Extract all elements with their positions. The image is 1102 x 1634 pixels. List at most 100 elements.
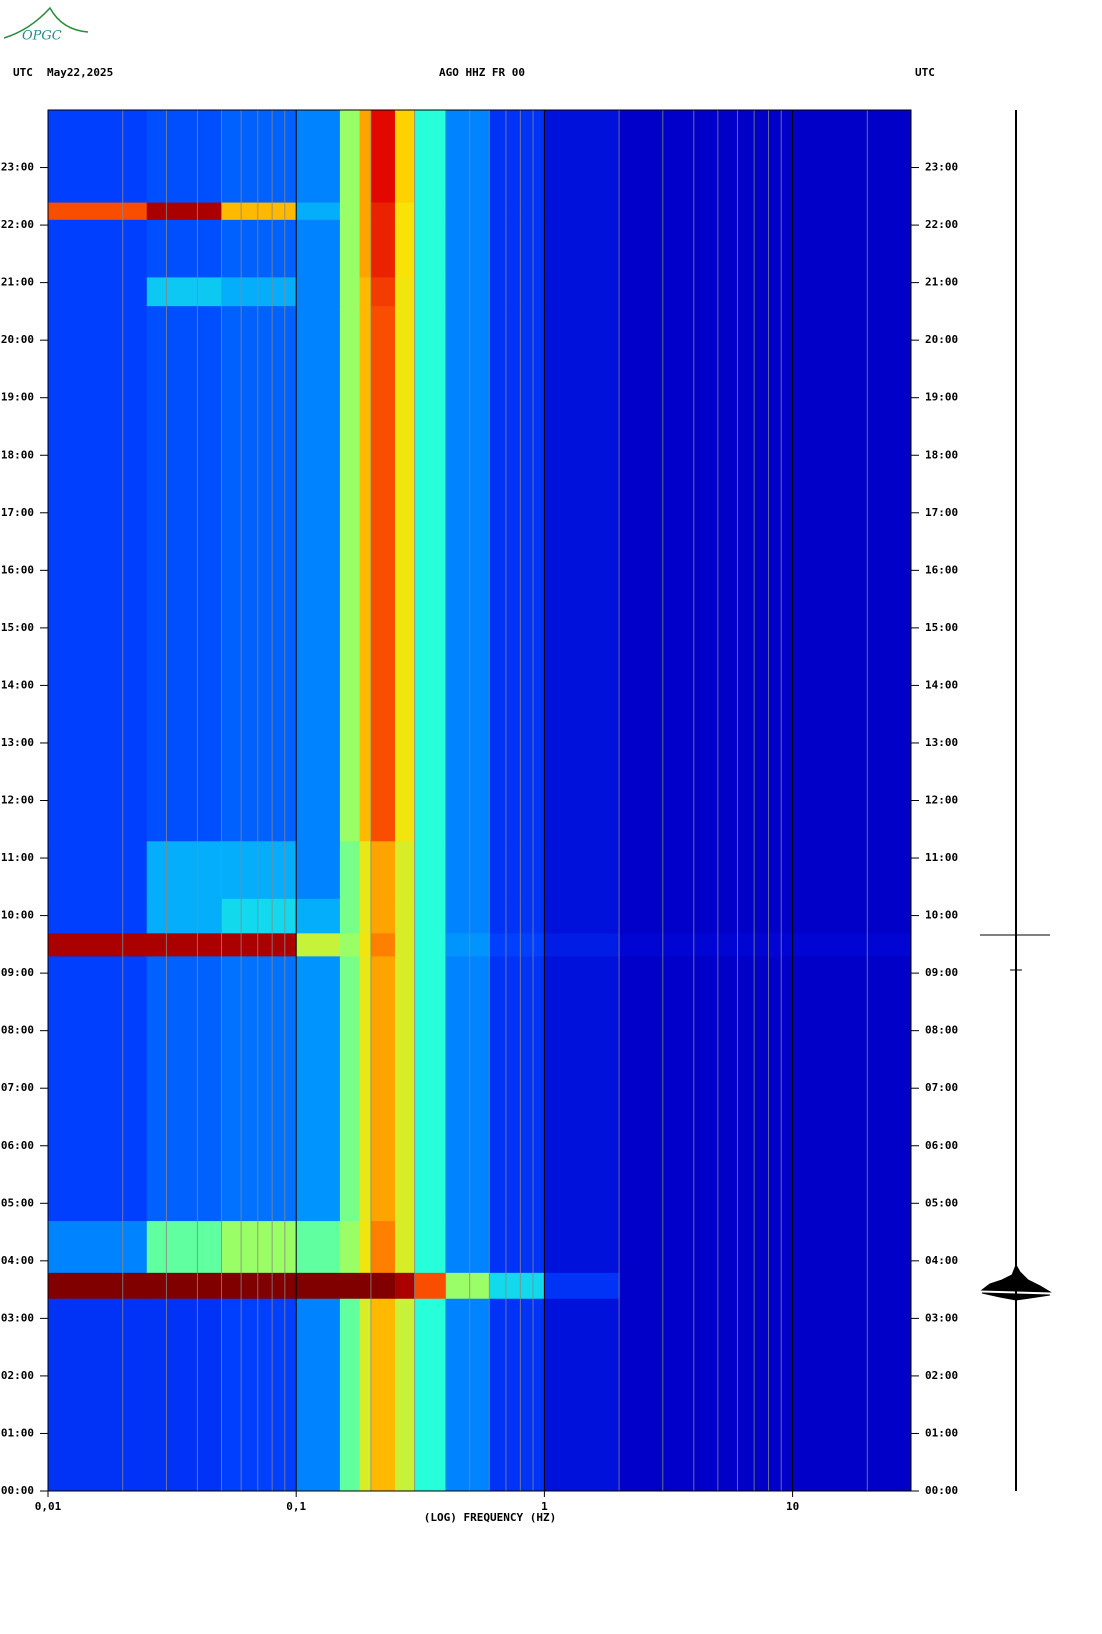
y2-tick-label: 14:00 [925, 678, 958, 691]
cell [445, 276, 490, 307]
y-tick-label: 22:00 [1, 218, 34, 231]
cell [48, 202, 148, 220]
cell [544, 932, 620, 957]
chart-title: AGO HHZ FR 00 [439, 66, 525, 79]
cell [339, 305, 361, 842]
cell [296, 955, 341, 1222]
cell [489, 110, 545, 203]
cell [414, 898, 447, 934]
y2-tick-label: 20:00 [925, 333, 958, 346]
cell [544, 898, 620, 934]
y-tick-label: 15:00 [1, 621, 34, 634]
cell [414, 1220, 447, 1273]
cell [489, 955, 545, 1222]
y2-tick-label: 19:00 [925, 391, 958, 404]
y-tick-label: 16:00 [1, 563, 34, 576]
cell [359, 1220, 372, 1273]
y2-tick-label: 03:00 [925, 1311, 958, 1324]
cell [394, 1272, 416, 1299]
left-label: UTC [13, 66, 33, 79]
cell [221, 840, 297, 899]
y-tick-label: 17:00 [1, 506, 34, 519]
cell [48, 932, 148, 957]
cell [619, 840, 912, 899]
cell [414, 110, 447, 203]
cell [544, 840, 620, 899]
cell [221, 955, 297, 1222]
y2-tick-label: 23:00 [925, 161, 958, 174]
cell [619, 1272, 912, 1299]
y-tick-label: 18:00 [1, 448, 34, 461]
cell [296, 1272, 341, 1299]
cell [296, 840, 341, 899]
cell [296, 1220, 341, 1273]
cell [370, 1272, 396, 1299]
cell [296, 202, 341, 220]
date: May22,2025 [47, 66, 113, 79]
cell [394, 110, 416, 203]
y-tick-label: 19:00 [1, 391, 34, 404]
cell [414, 219, 447, 278]
cell [339, 276, 361, 307]
cell [370, 840, 396, 899]
cell [370, 276, 396, 307]
cell [394, 898, 416, 934]
cell [544, 276, 620, 307]
cell [445, 932, 490, 957]
cell [445, 1298, 490, 1492]
cell [414, 932, 447, 957]
y-tick-label: 00:00 [1, 1484, 34, 1497]
cell [146, 276, 222, 307]
cell [370, 202, 396, 220]
y-tick-label: 23:00 [1, 161, 34, 174]
y2-tick-label: 02:00 [925, 1369, 958, 1382]
y-tick-label: 14:00 [1, 678, 34, 691]
x-tick-label: 10 [786, 1500, 799, 1513]
heatmap [48, 110, 912, 1492]
cell [339, 110, 361, 203]
cell [221, 1272, 297, 1299]
cell [445, 110, 490, 203]
y-tick-label: 02:00 [1, 1369, 34, 1382]
cell [445, 840, 490, 899]
cell [370, 110, 396, 203]
cell [370, 955, 396, 1222]
y2-tick-label: 08:00 [925, 1024, 958, 1037]
cell [619, 305, 912, 842]
cell [445, 955, 490, 1222]
cell [489, 219, 545, 278]
cell [146, 305, 222, 842]
y2-tick-label: 01:00 [925, 1426, 958, 1439]
cell [489, 305, 545, 842]
cell [221, 110, 297, 203]
y-tick-label: 01:00 [1, 1426, 34, 1439]
cell [296, 219, 341, 278]
y-tick-label: 20:00 [1, 333, 34, 346]
plot-frame [47, 109, 912, 1492]
cell [359, 840, 372, 899]
cell [296, 305, 341, 842]
y2-tick-label: 00:00 [925, 1484, 958, 1497]
y-tick-label: 04:00 [1, 1254, 34, 1267]
cell [619, 219, 912, 278]
cell [619, 955, 912, 1222]
cell [48, 110, 148, 203]
cell [394, 1298, 416, 1492]
cell [544, 1272, 620, 1299]
cell [489, 276, 545, 307]
cell [394, 276, 416, 307]
cell [359, 219, 372, 278]
y-tick-label: 08:00 [1, 1024, 34, 1037]
cell [544, 955, 620, 1222]
cell [359, 276, 372, 307]
cell [359, 110, 372, 203]
cell [544, 305, 620, 842]
cell [339, 1220, 361, 1273]
cell [146, 1220, 222, 1273]
cell [48, 1298, 148, 1492]
cell [146, 955, 222, 1222]
cell [296, 932, 341, 957]
cell [445, 898, 490, 934]
y2-tick-label: 13:00 [925, 736, 958, 749]
cell [359, 898, 372, 934]
